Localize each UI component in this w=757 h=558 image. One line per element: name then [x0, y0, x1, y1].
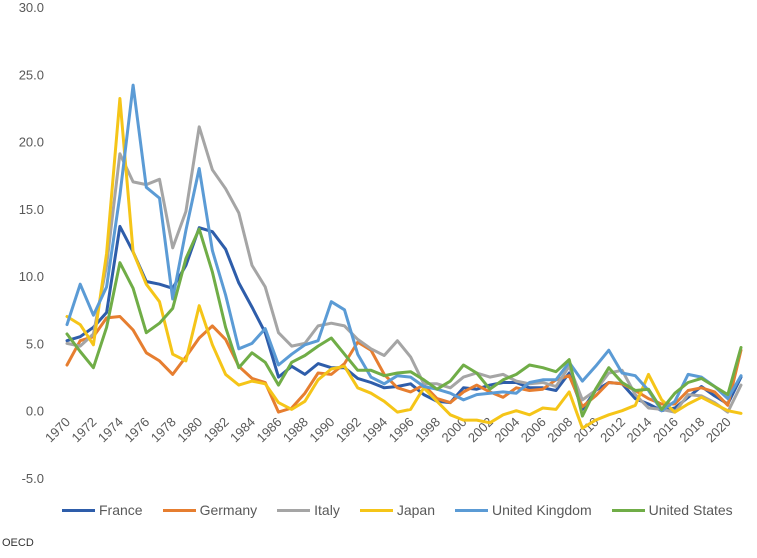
y-axis: 30.0 25.0 20.0 15.0 10.0 5.0 0.0 -5.0: [19, 0, 44, 486]
x-tick-label: 2008: [544, 414, 575, 445]
legend-label-italy: Italy: [314, 502, 340, 518]
x-tick-label: 1982: [201, 414, 232, 445]
legend-label-france: France: [99, 502, 143, 518]
series-line-japan: [65, 97, 743, 430]
legend-label-united-kingdom: United Kingdom: [492, 502, 592, 518]
x-tick-label: 1970: [42, 414, 73, 445]
x-tick-label: 1996: [386, 414, 417, 445]
y-tick-label: -5.0: [22, 471, 44, 486]
series-line-united-states: [65, 227, 743, 418]
legend-label-united-states: United States: [648, 502, 733, 518]
legend-swatch-united-states: [611, 508, 645, 512]
legend-item-italy[interactable]: Italy: [277, 502, 340, 518]
x-tick-label: 1978: [148, 414, 179, 445]
x-tick-label: 1972: [68, 414, 99, 445]
legend-item-france[interactable]: France: [62, 502, 143, 518]
legend-label-germany: Germany: [199, 502, 258, 518]
legend-swatch-germany: [162, 508, 196, 512]
y-tick-label: 25.0: [19, 67, 44, 82]
y-tick-label: 15.0: [19, 202, 44, 217]
legend-item-united-states[interactable]: United States: [611, 502, 733, 518]
x-tick-label: 1988: [280, 414, 311, 445]
x-tick-label: 1998: [412, 414, 443, 445]
line-chart: 30.025.020.015.010.05.00.0-5.0 197019721…: [19, 0, 743, 486]
legend-swatch-italy: [277, 508, 311, 512]
x-tick-label: 2006: [518, 414, 549, 445]
x-tick-label: 1990: [306, 414, 337, 445]
x-tick-label: 1980: [174, 414, 205, 445]
legend-swatch-united-kingdom: [455, 508, 488, 512]
x-tick-label: 2018: [676, 414, 707, 445]
legend-label-japan: Japan: [396, 502, 435, 518]
series-lines: [65, 83, 743, 430]
legend-swatch-france: [62, 508, 95, 512]
series-line-france: [65, 224, 743, 413]
y-tick-label: 0.0: [26, 404, 44, 419]
x-tick-label: 2020: [703, 414, 734, 445]
legend-item-united-kingdom[interactable]: United Kingdom: [455, 502, 592, 518]
y-tick-label: 10.0: [19, 269, 44, 284]
legend-swatch-japan: [359, 508, 393, 512]
x-tick-label: 1992: [333, 414, 364, 445]
x-tick-label: 1976: [121, 414, 152, 445]
series-line-italy: [65, 125, 743, 414]
x-axis: 1970197219741976197819801982198419861988…: [42, 414, 734, 445]
x-tick-label: 2016: [650, 414, 681, 445]
x-tick-label: 2014: [624, 414, 655, 445]
y-tick-label: 5.0: [26, 336, 44, 351]
y-tick-label: 30.0: [19, 0, 44, 15]
y-tick-label: 20.0: [19, 135, 44, 150]
x-tick-label: 1994: [359, 414, 390, 445]
x-tick-label: 1984: [227, 414, 258, 445]
series-line-united-kingdom: [65, 83, 743, 413]
source-label: OECD: [2, 537, 34, 549]
legend-item-japan[interactable]: Japan: [359, 502, 435, 518]
x-tick-label: 1974: [95, 414, 126, 445]
legend: France Germany Italy Japan United Kingdo…: [62, 502, 753, 518]
legend-item-germany[interactable]: Germany: [162, 502, 258, 518]
x-tick-label: 1986: [254, 414, 285, 445]
